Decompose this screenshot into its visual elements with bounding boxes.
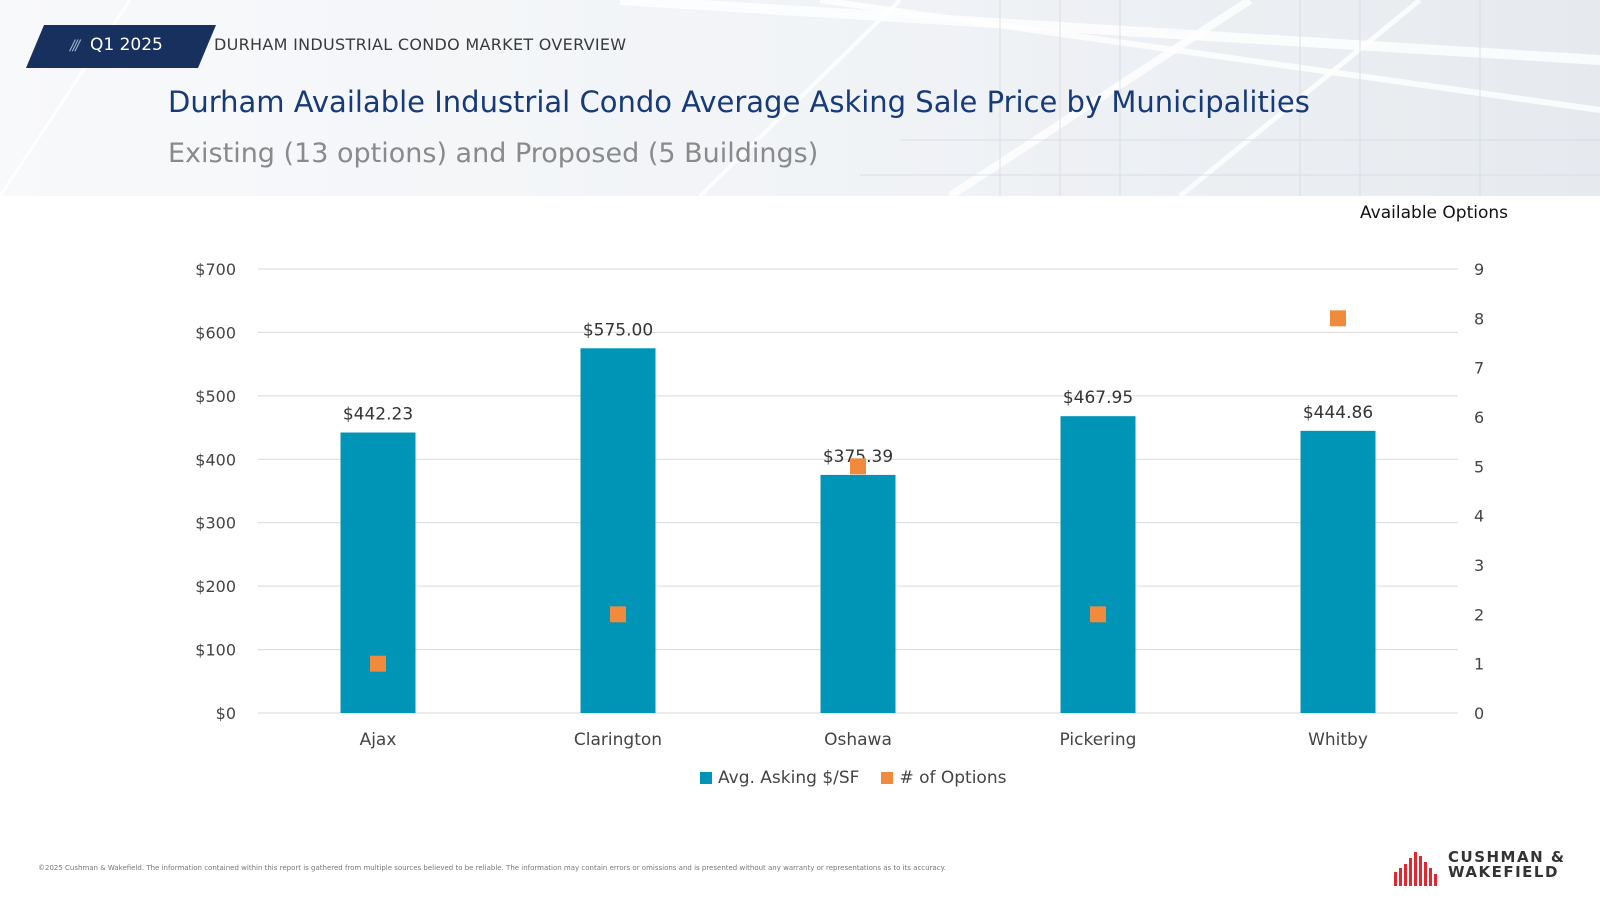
y2-tick-label: 6 bbox=[1474, 408, 1484, 427]
legend-label-options: # of Options bbox=[899, 768, 1007, 788]
y2-tick-label: 0 bbox=[1474, 704, 1484, 723]
y-tick-label: $400 bbox=[195, 450, 236, 469]
y-tick-label: $700 bbox=[195, 260, 236, 279]
legend-label-price: Avg. Asking $/SF bbox=[718, 768, 860, 788]
y-tick-label: $300 bbox=[195, 514, 236, 533]
y-tick-label: $200 bbox=[195, 577, 236, 596]
period-tag: /// Q1 2025 bbox=[26, 25, 216, 68]
x-category-label: Clarington bbox=[574, 730, 662, 750]
y2-tick-label: 5 bbox=[1474, 457, 1484, 476]
logo-line-2: WAKEFIELD bbox=[1448, 863, 1559, 881]
footer-disclaimer: ©2025 Cushman & Wakefield. The informati… bbox=[38, 864, 946, 872]
y-tick-label: $0 bbox=[216, 704, 236, 723]
slash-decoration-icon: /// bbox=[70, 38, 80, 54]
y-tick-label: $500 bbox=[195, 387, 236, 406]
bar-value-label: $375.39 bbox=[823, 447, 893, 467]
y2-tick-label: 3 bbox=[1474, 556, 1484, 575]
legend-swatch-marker bbox=[881, 772, 894, 784]
logo-bars-icon bbox=[1394, 852, 1437, 886]
legend-item-price: Avg. Asking $/SF bbox=[700, 768, 859, 788]
options-marker-ajax bbox=[370, 655, 386, 672]
y2-tick-label: 9 bbox=[1474, 260, 1484, 279]
bar-value-label: $442.23 bbox=[343, 404, 413, 424]
bar-clarington bbox=[580, 348, 656, 713]
y2-tick-label: 7 bbox=[1474, 359, 1484, 378]
cushman-wakefield-logo: CUSHMAN & WAKEFIELD bbox=[1394, 848, 1574, 886]
chart-legend: Avg. Asking $/SF # of Options bbox=[700, 768, 1006, 788]
period-label: Q1 2025 bbox=[90, 35, 163, 55]
x-category-label: Ajax bbox=[360, 730, 397, 750]
options-marker-pickering bbox=[1090, 606, 1106, 623]
x-category-label: Oshawa bbox=[824, 730, 892, 750]
page-subtitle: Existing (13 options) and Proposed (5 Bu… bbox=[168, 138, 819, 169]
y2-tick-label: 2 bbox=[1474, 605, 1484, 624]
bar-oshawa bbox=[820, 474, 896, 713]
bar-value-label: $575.00 bbox=[583, 320, 653, 340]
options-marker-whitby bbox=[1330, 310, 1346, 327]
logo-line-1: CUSHMAN & bbox=[1448, 848, 1566, 866]
bar-value-label: $444.86 bbox=[1303, 403, 1373, 423]
x-category-label: Whitby bbox=[1308, 730, 1368, 750]
right-axis-title: Available Options bbox=[1360, 203, 1508, 223]
header-banner: /// Q1 2025 DURHAM INDUSTRIAL CONDO MARK… bbox=[0, 0, 1600, 196]
legend-item-options: # of Options bbox=[881, 768, 1006, 788]
y2-tick-label: 1 bbox=[1474, 655, 1484, 674]
logo-text: CUSHMAN & WAKEFIELD bbox=[1448, 850, 1565, 880]
bar-value-label: $467.95 bbox=[1063, 388, 1133, 408]
y-tick-label: $100 bbox=[195, 641, 236, 660]
x-category-label: Pickering bbox=[1060, 730, 1137, 750]
report-name: DURHAM INDUSTRIAL CONDO MARKET OVERVIEW bbox=[214, 35, 627, 54]
bar-whitby bbox=[1300, 430, 1376, 713]
page-title: Durham Available Industrial Condo Averag… bbox=[168, 85, 1310, 119]
legend-swatch-bar bbox=[700, 772, 712, 784]
y2-tick-label: 4 bbox=[1474, 507, 1484, 526]
warehouse-background-image bbox=[0, 0, 1600, 196]
bar-pickering bbox=[1060, 416, 1136, 713]
y2-tick-label: 8 bbox=[1474, 309, 1484, 328]
options-marker-clarington bbox=[610, 606, 626, 623]
y-tick-label: $600 bbox=[195, 323, 236, 342]
options-marker-oshawa bbox=[850, 458, 866, 475]
